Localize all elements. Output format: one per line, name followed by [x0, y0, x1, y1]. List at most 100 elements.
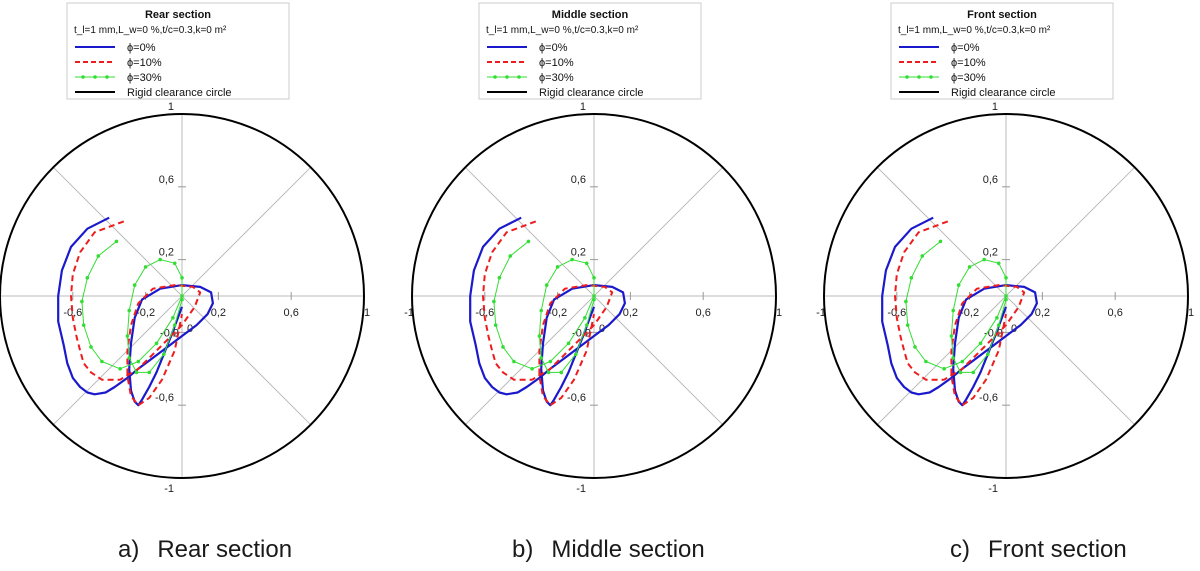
series-marker-phi-30 — [592, 297, 596, 302]
caption-text: Rear section — [157, 536, 293, 563]
series-line-phi-30 — [81, 241, 183, 373]
legend-entry-phi-30-marker — [493, 75, 497, 79]
series-marker-phi-30 — [132, 283, 137, 287]
series-marker-phi-30 — [125, 334, 130, 338]
legend: Front section t_l=1 mm,L_w=0 %,t/c=0.3,k=… — [890, 2, 1114, 100]
series-marker-phi-30 — [512, 359, 516, 364]
series-line-phi-0 — [469, 216, 627, 407]
y-tick-label: 1 — [992, 101, 998, 113]
series-marker-phi-30 — [942, 367, 946, 371]
series-marker-phi-30 — [982, 257, 986, 262]
y-tick-label: -1 — [988, 483, 998, 495]
x-tick-label: -1 — [816, 307, 826, 319]
series-marker-phi-30 — [584, 323, 589, 327]
caption-1: a) Rear section — [118, 536, 292, 564]
y-tick-label: 0,6 — [571, 174, 586, 186]
series-marker-phi-30 — [548, 359, 553, 364]
series-marker-phi-30 — [995, 316, 999, 320]
series-marker-phi-30 — [978, 341, 983, 346]
x-tick-label: -0,6 — [475, 307, 494, 319]
series-marker-phi-30 — [960, 359, 965, 364]
legend-entry-clearance-circle-label: Rigid clearance circle — [951, 87, 1056, 99]
series-marker-phi-30 — [920, 254, 925, 258]
series-marker-phi-30 — [492, 299, 496, 304]
legend-entry-phi-0-label: ϕ=0% — [539, 42, 568, 54]
polar-chart-2: -1 -0,6 -0,2 0,2 0,6 110,60,2-0,2-0,6-10Middl… — [404, 2, 782, 495]
x-tick-label: -0,6 — [63, 307, 82, 319]
series-marker-phi-30 — [909, 276, 914, 280]
y-tick-label: -0,6 — [979, 392, 998, 404]
series-marker-phi-30 — [154, 341, 159, 346]
series-marker-phi-30 — [143, 265, 148, 269]
legend-entry-phi-30-marker — [905, 75, 909, 79]
series-marker-phi-30 — [497, 276, 502, 280]
legend-box — [890, 2, 1114, 100]
x-tick-label: 0,6 — [284, 307, 299, 319]
legend-entry-phi-30-marker — [505, 75, 509, 79]
legend-entry-phi-30-label: ϕ=30% — [951, 72, 986, 84]
series-marker-phi-30 — [951, 356, 956, 360]
series-marker-phi-30 — [537, 334, 542, 338]
series-marker-phi-30 — [530, 367, 534, 371]
series-marker-phi-30 — [85, 276, 90, 280]
legend-entry-phi-10-label: ϕ=10% — [951, 57, 986, 69]
series-line-phi-0 — [57, 216, 214, 407]
series-line-phi-0 — [881, 216, 1039, 407]
series-marker-phi-30 — [905, 323, 910, 327]
series-marker-phi-30 — [574, 352, 578, 357]
series-marker-phi-30 — [544, 283, 549, 287]
polar-chart-1: -1-0,6-0,20,20,6110,60,2-0,2-0,6-10Rear … — [0, 2, 370, 495]
series-marker-phi-30 — [996, 323, 1001, 327]
series-marker-phi-30 — [570, 257, 574, 262]
caption-text: Middle section — [551, 536, 705, 563]
series-marker-phi-30 — [1004, 276, 1008, 280]
series-marker-phi-30 — [583, 316, 587, 320]
series-marker-phi-30 — [1004, 294, 1008, 298]
legend-entry-phi-10-label: ϕ=10% — [539, 57, 574, 69]
x-tick-label: 0,2 — [1035, 307, 1050, 319]
series-marker-phi-30 — [81, 323, 86, 327]
series-marker-phi-30 — [158, 257, 162, 262]
y-tick-label: 0,2 — [983, 247, 998, 259]
y-tick-label: -1 — [576, 483, 586, 495]
legend-entry-phi-30-marker — [105, 75, 109, 79]
caption-letter: c) — [950, 536, 970, 563]
series-marker-phi-30 — [1004, 297, 1008, 302]
y-tick-label: 1 — [580, 101, 586, 113]
series-marker-phi-30 — [539, 308, 544, 313]
series-marker-phi-30 — [913, 345, 917, 349]
legend-entry-phi-30-label: ϕ=30% — [539, 72, 574, 84]
y-tick-label: -0,6 — [155, 392, 174, 404]
x-tick-label: -0,6 — [887, 307, 906, 319]
caption-text: Front section — [988, 536, 1127, 563]
legend-entry-clearance-circle-label: Rigid clearance circle — [539, 87, 644, 99]
legend-entry-phi-30-marker — [81, 75, 85, 79]
x-tick-label: -1 — [404, 307, 414, 319]
series-marker-phi-30 — [493, 323, 498, 327]
chart-title: Rear section — [145, 9, 211, 21]
legend-entry-phi-0-label: ϕ=0% — [951, 42, 980, 54]
series-marker-phi-30 — [136, 359, 141, 364]
y-tick-label: -1 — [164, 483, 174, 495]
x-tick-label: -0,2 — [548, 307, 567, 319]
y-tick-label: 0,6 — [983, 174, 998, 186]
series-marker-phi-30 — [971, 370, 976, 375]
y-tick-label: -0,6 — [567, 392, 586, 404]
legend-entry-clearance-circle-label: Rigid clearance circle — [127, 87, 232, 99]
series-marker-phi-30 — [508, 254, 513, 258]
y-tick-label: 1 — [168, 101, 174, 113]
legend-entry-phi-10-label: ϕ=10% — [127, 57, 162, 69]
chart-title: Front section — [967, 9, 1037, 21]
series-marker-phi-30 — [996, 261, 1001, 266]
series-marker-phi-30 — [566, 341, 571, 346]
series-marker-phi-30 — [172, 323, 177, 327]
legend-entry-phi-30-label: ϕ=30% — [127, 72, 162, 84]
x-tick-label: 0,6 — [696, 307, 711, 319]
legend-entry-phi-0-label: ϕ=0% — [127, 42, 156, 54]
caption-3: c) Front section — [950, 536, 1127, 564]
series-marker-phi-30 — [127, 356, 132, 360]
legend-entry-phi-30-marker — [517, 75, 521, 79]
x-tick-label: 1 — [1188, 307, 1194, 319]
legend-box — [66, 2, 290, 100]
